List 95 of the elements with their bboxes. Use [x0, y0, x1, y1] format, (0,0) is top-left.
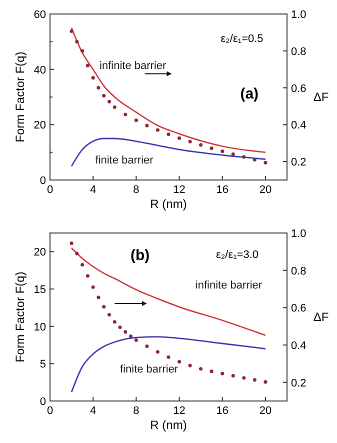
point — [145, 344, 149, 348]
y-axis-title: Form Factor F(q) — [13, 272, 27, 362]
y-tick-label: 0 — [40, 175, 46, 187]
y-tick-label: 40 — [34, 64, 46, 76]
y2-tick-label: 0.2 — [291, 156, 306, 169]
point — [166, 132, 170, 136]
y-tick-label: 20 — [34, 246, 46, 259]
y2-tick-label: 0.6 — [291, 82, 306, 95]
point — [70, 29, 74, 33]
point — [264, 160, 268, 164]
series-label: infinite barrier — [195, 279, 262, 292]
annotation: (b) — [130, 246, 150, 264]
point — [96, 296, 100, 300]
point — [96, 86, 100, 90]
point — [80, 49, 84, 53]
y-tick-label: 0 — [40, 396, 46, 408]
point — [70, 241, 74, 246]
point — [129, 334, 133, 338]
point — [156, 350, 160, 354]
series-label: finite barrier — [95, 154, 154, 166]
y2-tick-label: 0.4 — [291, 120, 306, 132]
point — [91, 285, 95, 289]
x-tick-label: 12 — [173, 184, 186, 196]
y2-tick-label: 0.8 — [291, 265, 306, 278]
x-tick-label: 16 — [216, 184, 228, 196]
y-axis-title: Form Factor F(q) — [13, 52, 27, 142]
point — [75, 252, 79, 256]
point — [145, 124, 149, 128]
point — [231, 374, 235, 378]
point — [107, 100, 112, 104]
point — [177, 360, 182, 364]
point — [80, 262, 84, 267]
point — [199, 367, 203, 371]
point — [107, 312, 112, 317]
point — [252, 158, 256, 162]
x-tick-label: 20 — [259, 405, 272, 417]
point — [75, 40, 79, 44]
point — [220, 372, 224, 376]
point — [220, 149, 224, 154]
point — [134, 338, 138, 342]
x-tick-label: 8 — [133, 405, 140, 417]
point — [134, 118, 138, 122]
y2-tick-label: 1.0 — [291, 9, 306, 21]
point — [242, 155, 246, 159]
point — [242, 376, 246, 380]
x-axis-title: R (nm) — [150, 418, 187, 432]
line-series — [70, 336, 266, 393]
point — [252, 378, 256, 382]
x-tick-label: 16 — [216, 405, 228, 417]
line-series — [70, 247, 266, 336]
y2-axis-title: ΔF — [313, 310, 329, 324]
x-tick-label: 4 — [90, 184, 96, 196]
point — [188, 364, 192, 368]
point — [102, 304, 106, 309]
point — [86, 64, 90, 68]
y-tick-label: 20 — [34, 120, 46, 132]
annotation: (a) — [240, 86, 259, 103]
point — [177, 136, 182, 140]
point — [156, 128, 160, 132]
point — [102, 94, 106, 98]
y-tick-label: 10 — [34, 321, 46, 334]
point — [188, 140, 192, 144]
y-tick-label: 15 — [34, 284, 46, 296]
text: finite barrier — [120, 363, 178, 376]
series-label: infinite barrier — [100, 60, 167, 72]
point — [112, 320, 116, 324]
y2-tick-label: 0.8 — [291, 46, 306, 58]
y-tick-label: 5 — [40, 358, 46, 371]
point — [124, 330, 128, 334]
point — [264, 380, 268, 384]
point — [112, 105, 116, 109]
x-tick-label: 20 — [259, 184, 272, 196]
point — [124, 112, 128, 116]
x-tick-label: 4 — [90, 405, 96, 417]
point — [118, 325, 122, 330]
y2-axis-title: ΔF — [313, 90, 329, 104]
point — [199, 143, 203, 147]
point — [210, 370, 214, 374]
annotation: ε₂/ε₁=0.5 — [220, 32, 264, 45]
point — [231, 152, 235, 156]
point — [210, 146, 214, 150]
x-axis-title: R (nm) — [150, 197, 187, 211]
y2-tick-label: 1.0 — [291, 228, 306, 240]
x-tick-label: 8 — [133, 184, 140, 196]
y2-tick-label: 0.4 — [291, 340, 306, 352]
x-tick-label: 12 — [173, 405, 186, 417]
y2-tick-label: 0.2 — [291, 377, 306, 390]
point — [166, 355, 170, 359]
y-tick-label: 60 — [34, 9, 46, 21]
line-series — [70, 138, 266, 167]
y2-tick-label: 0.6 — [291, 302, 306, 315]
annotation: ε₂/ε₁=3.0 — [216, 248, 259, 261]
point — [86, 274, 90, 278]
line-series — [70, 27, 266, 154]
point — [91, 76, 95, 80]
